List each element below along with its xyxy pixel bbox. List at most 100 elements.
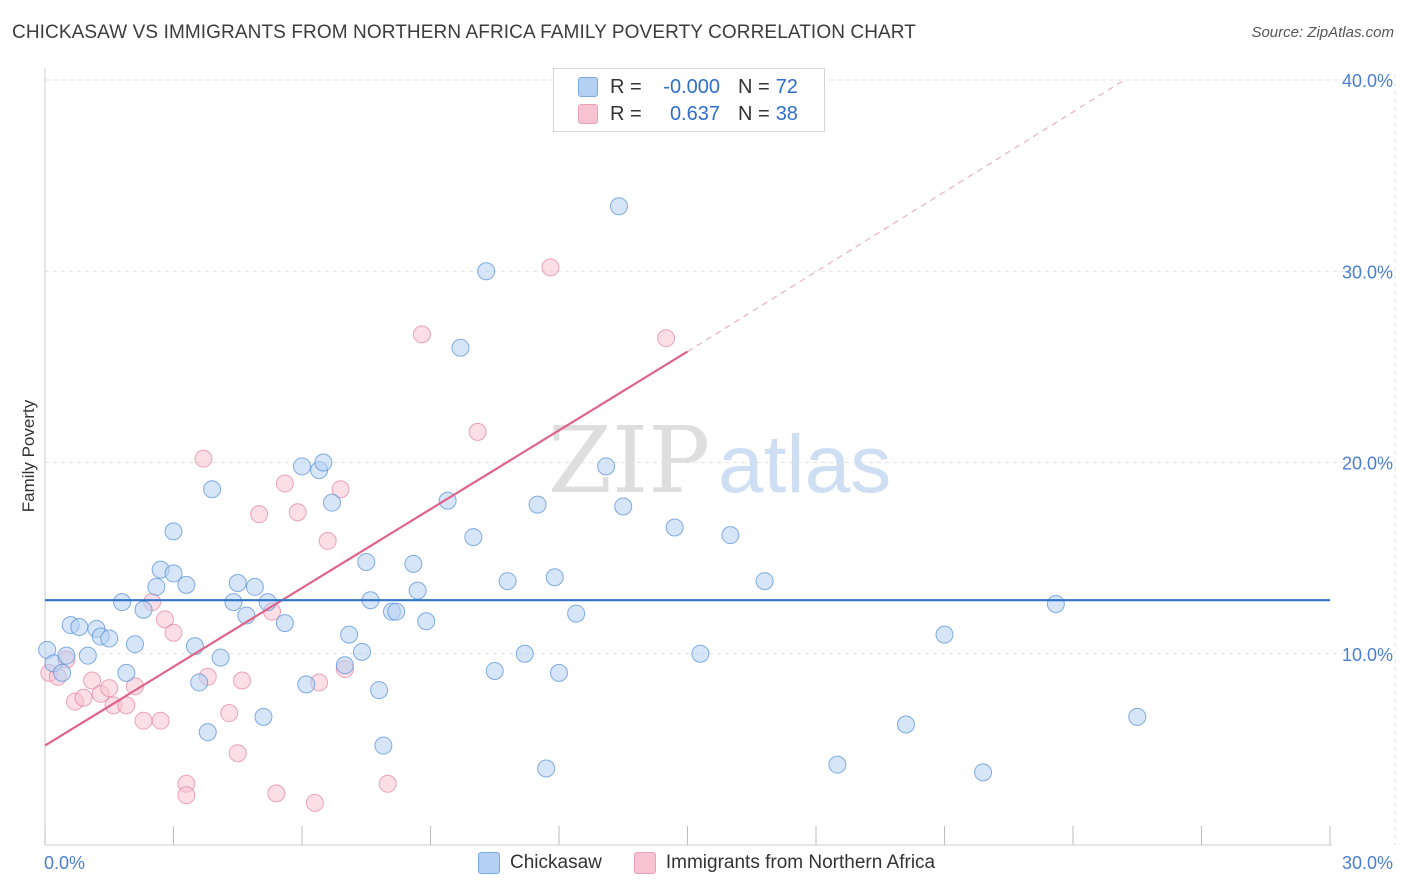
legend-n-label: N = [738, 75, 770, 98]
immigrants-point [228, 744, 247, 763]
y-tick-label: 40.0% [1342, 71, 1393, 91]
chickasaw-point [113, 593, 132, 612]
immigrants-point [288, 503, 307, 522]
immigrants-point [331, 480, 350, 499]
chickasaw-point [314, 453, 333, 472]
legend-n-value: 38 [775, 102, 798, 125]
immigrants-point [100, 679, 119, 698]
legend-n-label: N = [738, 102, 770, 125]
chickasaw-point [177, 575, 196, 594]
chickasaw-point [198, 723, 217, 742]
chickasaw-point [374, 736, 393, 755]
immigrants-point [267, 784, 286, 803]
immigrants-legend-label: Immigrants from Northern Africa [665, 852, 936, 873]
x-tick-label: 30.0% [1342, 853, 1393, 873]
y-tick-label: 20.0% [1342, 454, 1393, 474]
chickasaw-point [451, 338, 470, 357]
immigrants-point [541, 258, 560, 277]
immigrants-point [83, 671, 102, 690]
legend-r-value: 0.637 [669, 102, 720, 125]
chickasaw-point [609, 197, 628, 216]
chickasaw-point [691, 644, 710, 663]
chickasaw-swatch [578, 77, 598, 97]
chickasaw-point [974, 763, 993, 782]
immigrants-legend-swatch [633, 852, 656, 874]
chickasaw-point [57, 646, 76, 665]
chickasaw-point [550, 663, 568, 682]
legend-item-immigrants: Immigrants from Northern Africa [633, 852, 936, 874]
chickasaw-point [567, 604, 586, 623]
y-tick-label: 30.0% [1342, 262, 1393, 282]
immigrants-point [151, 711, 170, 730]
chickasaw-point [935, 625, 954, 644]
chickasaw-point [417, 612, 436, 631]
chickasaw-point [245, 577, 264, 596]
legend-n-value: 72 [775, 75, 798, 98]
chickasaw-point [228, 573, 247, 592]
chickasaw-point [387, 602, 406, 621]
immigrants-point [164, 623, 183, 642]
chickasaw-point [203, 480, 222, 499]
chickasaw-point [224, 593, 243, 612]
chickasaw-point [370, 681, 389, 700]
chickasaw-point [1128, 707, 1147, 726]
immigrants-swatch [578, 104, 598, 124]
chickasaw-point [485, 661, 504, 680]
chickasaw-point [477, 262, 496, 281]
chickasaw-point [254, 707, 273, 726]
immigrants-point [378, 774, 397, 793]
tick-labels: 10.0% 20.0% 30.0% 40.0% 0.0% 30.0% [44, 71, 1393, 873]
chickasaw-point [275, 614, 294, 633]
chickasaw-point [117, 663, 136, 682]
chickasaw-point [404, 554, 423, 573]
chickasaw-point [828, 755, 847, 774]
immigrants-point [468, 422, 487, 441]
chickasaw-point [614, 497, 633, 516]
legend-r-value: -0.000 [663, 75, 720, 98]
immigrants-point [412, 325, 431, 344]
y-tick-label: 10.0% [1342, 645, 1393, 665]
chickasaw-point [1046, 595, 1065, 614]
immigrants-point [220, 704, 239, 723]
y-axis-label: Family Poverty [19, 399, 38, 512]
chickasaw-point [293, 457, 311, 476]
legend-row-immigrants: R = 0.637 N = 38 [578, 101, 798, 127]
chart-title: CHICKASAW VS IMMIGRANTS FROM NORTHERN AF… [12, 22, 916, 43]
immigrants-point [233, 671, 252, 690]
chickasaw-point [100, 629, 119, 648]
series-legend: Chickasaw Immigrants from Northern Afric… [478, 852, 967, 874]
legend-r-label: R = [610, 102, 642, 125]
immigrants-point [275, 474, 294, 493]
chickasaw-point [755, 572, 774, 591]
trend-lines [687, 79, 1125, 353]
immigrants-point [194, 449, 213, 468]
chickasaw-point [322, 493, 341, 512]
chickasaw-point [408, 581, 427, 600]
legend-r-label: R = [610, 75, 642, 98]
x-tick-label: 0.0% [44, 853, 85, 873]
chickasaw-point [545, 568, 564, 587]
legend-row-chickasaw: R = -0.000 N = 72 [578, 74, 798, 100]
chickasaw-point [721, 526, 740, 545]
watermark-atlas: atlas [718, 419, 891, 510]
chickasaw-point [53, 663, 72, 682]
chickasaw-legend-swatch [478, 852, 500, 874]
watermark-zip: ZIP [548, 407, 710, 514]
chickasaw-point [597, 457, 616, 476]
chickasaw-point [357, 552, 376, 571]
legend-item-chickasaw: Chickasaw [478, 852, 602, 874]
chickasaw-point [335, 656, 354, 675]
immigrants-trend-line [44, 350, 689, 747]
chickasaw-point [134, 600, 153, 619]
immigrants-point [250, 505, 269, 524]
chickasaw-point [537, 759, 556, 778]
chickasaw-point [125, 635, 144, 654]
immigrants-point [657, 329, 676, 348]
chickasaw-point [297, 675, 316, 694]
chickasaw-point [340, 625, 359, 644]
chart-source: Source: ZipAtlas.com [1251, 24, 1394, 41]
immigrants-point [318, 531, 337, 550]
chickasaw-point [185, 637, 204, 656]
chickasaw-point [190, 673, 209, 692]
